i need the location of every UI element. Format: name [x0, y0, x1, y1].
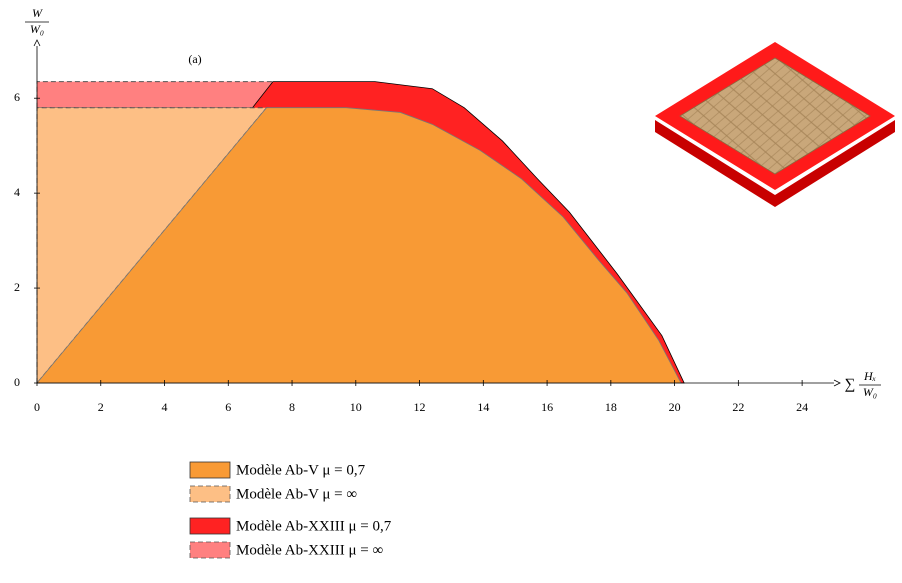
legend-label: Modèle Ab-XXIII μ = 0,7	[236, 518, 392, 534]
y-tick-label: 2	[14, 280, 20, 294]
x-axis-arrow	[833, 379, 841, 387]
x-tick-label: 10	[350, 400, 362, 414]
x-label-numerator: Hₓ	[863, 369, 876, 383]
legend-swatch	[189, 461, 231, 479]
legend-swatch	[189, 541, 231, 559]
x-tick-label: 4	[162, 400, 168, 414]
x-label-prefix: ∑	[845, 376, 856, 392]
x-tick-label: 22	[732, 400, 744, 414]
y-tick-label: 0	[14, 375, 20, 389]
annotation: (a)	[188, 52, 201, 66]
x-tick-label: 24	[796, 400, 808, 414]
legend-swatch	[189, 485, 231, 503]
woven-structure-illustration	[655, 42, 895, 207]
x-tick-label: 6	[225, 400, 231, 414]
legend-label: Modèle Ab-XXIII μ = ∞	[236, 542, 383, 558]
legend-label: Modèle Ab-V μ = 0,7	[236, 462, 366, 478]
area	[36, 107, 682, 384]
x-tick-label: 20	[669, 400, 681, 414]
y-axis-arrow	[33, 39, 41, 47]
x-tick-label: 12	[414, 400, 426, 414]
x-tick-label: 8	[289, 400, 295, 414]
area	[36, 81, 274, 109]
x-label-denominator: W₀	[863, 385, 877, 399]
x-tick-label: 2	[98, 400, 104, 414]
x-tick-label: 14	[477, 400, 489, 414]
legend-label: Modèle Ab-V μ = ∞	[236, 486, 357, 502]
y-tick-label: 4	[14, 185, 20, 199]
y-label-denominator: W₀	[30, 22, 44, 36]
x-tick-label: 18	[605, 400, 617, 414]
y-tick-label: 6	[14, 90, 20, 104]
legend-swatch	[189, 517, 231, 535]
y-label-numerator: W	[32, 6, 43, 20]
x-tick-label: 0	[34, 400, 40, 414]
x-tick-label: 16	[541, 400, 553, 414]
